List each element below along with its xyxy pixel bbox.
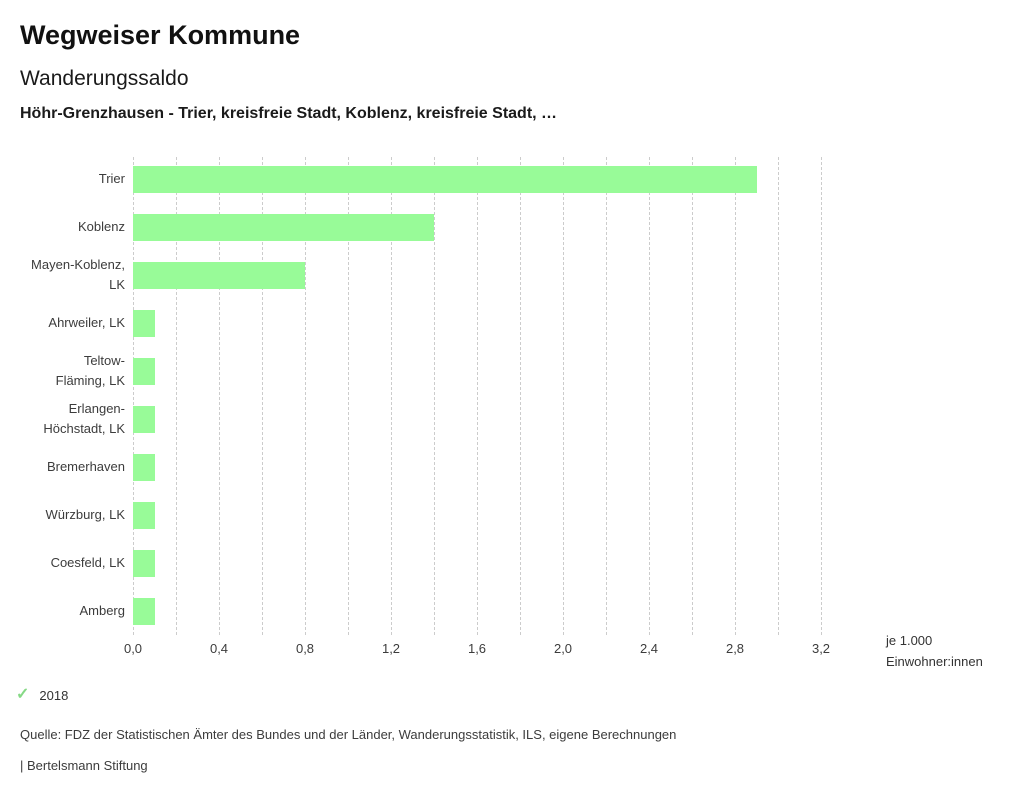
- chart-bar-Coesfeld, LK[interactable]: [133, 549, 155, 577]
- x-axis: 0,0 0,4 0,8 1,2 1,6 2,0 2,4 2,8 3,2: [124, 641, 833, 659]
- unit-label-line1: je 1.000: [886, 633, 933, 648]
- chart-subtitle: Höhr-Grenzhausen - Trier, kreisfreie Sta…: [20, 105, 558, 122]
- plot-area: [133, 155, 833, 635]
- x-axis-tick: 1,2: [381, 641, 401, 656]
- check-icon: ✓: [16, 686, 30, 703]
- bar-row-label: Würzburg, LK: [0, 491, 125, 539]
- chart-bar-Würzburg, LK[interactable]: [133, 501, 155, 529]
- gridline: [391, 157, 392, 635]
- bar-row-label-line: LK: [109, 277, 125, 292]
- bar-row-label: Erlangen- Höchstadt, LK: [0, 395, 125, 443]
- bar-row-label: Ahrweiler, LK: [0, 299, 125, 347]
- gridline: [606, 157, 607, 635]
- bar-row-label-line: Teltow-: [83, 353, 125, 368]
- gridline: [735, 157, 736, 635]
- gridline: [305, 157, 306, 635]
- page-title: Wegweiser Kommune: [20, 20, 301, 50]
- gridline: [778, 157, 779, 635]
- bar-row-label-line: Koblenz: [78, 219, 125, 234]
- gridline: [563, 157, 564, 635]
- x-axis-tick: 1,6: [467, 641, 487, 656]
- x-axis-tick: 0,8: [295, 641, 315, 656]
- gridline: [434, 157, 435, 635]
- gridline: [821, 157, 822, 635]
- bar-row-label-line: Trier: [98, 171, 125, 186]
- bar-row-label-line: Amberg: [79, 603, 125, 618]
- gridline: [262, 157, 263, 635]
- bar-row-label-line: Fläming, LK: [55, 373, 125, 388]
- gridline: [176, 157, 177, 635]
- gridline: [348, 157, 349, 635]
- y-axis-labels: Trier Koblenz Mayen-Koblenz, LK Ahrweiler, L…: [0, 155, 125, 635]
- bar-row-label: Bremerhaven: [0, 443, 125, 491]
- source-note: Quelle: FDZ der Statistischen Ämter des …: [20, 727, 677, 742]
- bar-row-label: Teltow- Fläming, LK: [0, 347, 125, 395]
- x-axis-tick: 2,4: [639, 641, 659, 656]
- legend-year-label: 2018: [39, 687, 69, 703]
- chart-bar-Amberg[interactable]: [133, 597, 155, 625]
- bar-row-label-line: Bremerhaven: [46, 459, 125, 474]
- x-axis-tick: 2,0: [553, 641, 573, 656]
- bar-row-label-line: Ahrweiler, LK: [48, 315, 125, 330]
- x-axis-tick: 3,2: [811, 641, 831, 656]
- chart-bar-Bremerhaven[interactable]: [133, 453, 155, 481]
- chart-bar-Teltow-Fläming, LK[interactable]: [133, 357, 155, 385]
- chart-bar-Mayen-Koblenz, LK[interactable]: [133, 261, 305, 289]
- gridline: [649, 157, 650, 635]
- bar-row-label: Koblenz: [0, 203, 125, 251]
- chart-bar-Erlangen-Höchstadt, LK[interactable]: [133, 405, 155, 433]
- gridline: [692, 157, 693, 635]
- bar-row-label-line: Coesfeld, LK: [50, 555, 125, 570]
- bar-row-label-line: Erlangen-: [68, 401, 125, 416]
- brand-note: | Bertelsmann Stiftung: [20, 758, 148, 773]
- unit-label-line2: Einwohner:innen: [886, 654, 983, 669]
- bar-row-label: Trier: [0, 155, 125, 203]
- chart-title: Wanderungssaldo: [20, 67, 189, 90]
- bar-row-label: Coesfeld, LK: [0, 539, 125, 587]
- gridline: [219, 157, 220, 635]
- bar-row-label: Amberg: [0, 587, 125, 635]
- x-axis-unit-label: je 1.000 Einwohner:innen: [886, 630, 983, 672]
- gridline: [133, 157, 134, 635]
- chart-bar-Trier[interactable]: [133, 165, 757, 193]
- bar-row-label-line: Würzburg, LK: [45, 507, 125, 522]
- bar-row-label-line: Mayen-Koblenz,: [31, 257, 125, 272]
- x-axis-tick: 0,4: [209, 641, 229, 656]
- bar-row-label-line: Höchstadt, LK: [43, 421, 125, 436]
- gridline: [520, 157, 521, 635]
- bar-row-label: Mayen-Koblenz, LK: [0, 251, 125, 299]
- chart-bar-Koblenz[interactable]: [133, 213, 434, 241]
- gridline: [477, 157, 478, 635]
- x-axis-tick: 2,8: [725, 641, 745, 656]
- chart-bar-Ahrweiler, LK[interactable]: [133, 309, 155, 337]
- x-axis-tick: 0,0: [123, 641, 143, 656]
- legend-item-2018[interactable]: ✓ 2018: [16, 687, 68, 703]
